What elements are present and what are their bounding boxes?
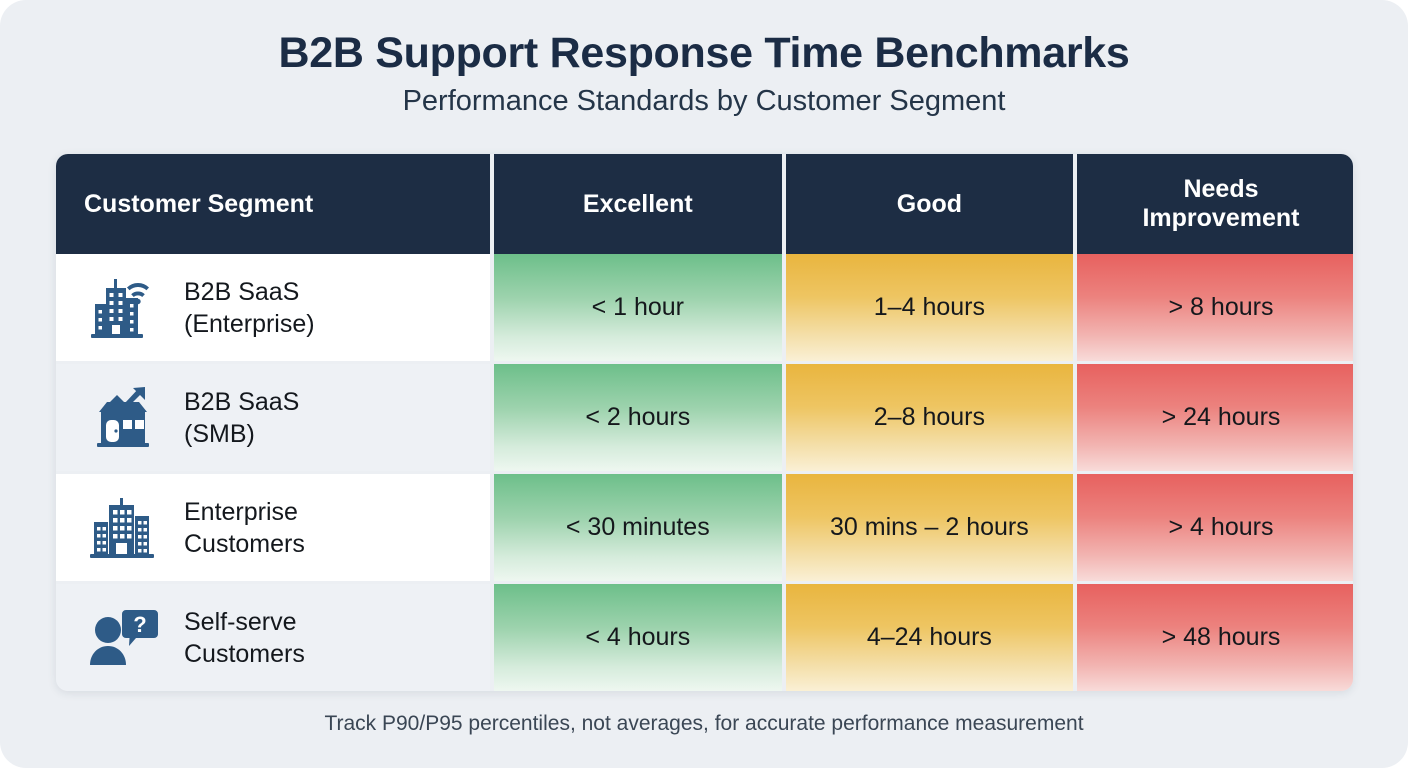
cell-good: 4–24 hours: [785, 584, 1074, 691]
segment-label-line2: Customers: [184, 639, 305, 668]
cell-good: 2–8 hours: [785, 364, 1074, 471]
segment-cell: B2B SaaS (Enterprise): [56, 254, 490, 361]
segment-label-line2: Customers: [184, 529, 305, 558]
segment-label: Enterprise Customers: [166, 496, 305, 560]
column-header-needs-line1: Needs: [1183, 175, 1259, 203]
cell-good: 30 mins – 2 hours: [785, 474, 1074, 581]
cell-needs-improvement: > 48 hours: [1077, 584, 1353, 691]
segment-label: B2B SaaS (SMB): [166, 386, 299, 450]
benchmarks-table: Customer Segment Excellent Good Needs Im…: [56, 154, 1353, 691]
office-building-wifi-icon: [80, 269, 166, 347]
segment-label-line1: Enterprise: [184, 497, 298, 526]
segment-label-line1: B2B SaaS: [184, 387, 300, 416]
segment-label: B2B SaaS (Enterprise): [166, 276, 315, 340]
segment-cell: ? Self-serve Customers: [56, 584, 490, 691]
column-header-needs-line2: Improvement: [1142, 204, 1300, 232]
segment-label-line2: (Enterprise): [184, 309, 315, 338]
segment-label-line1: Self-serve: [184, 607, 297, 636]
segment-label: Self-serve Customers: [166, 606, 305, 670]
column-header-needs-improvement: Needs Improvement: [1077, 154, 1353, 254]
cell-excellent: < 2 hours: [494, 364, 782, 471]
title-block: B2B Support Response Time Benchmarks Per…: [0, 30, 1408, 118]
cell-excellent: < 4 hours: [494, 584, 782, 691]
segment-label-line1: B2B SaaS: [184, 277, 300, 306]
table-row: B2B SaaS (SMB) < 2 hours 2–8 hours > 24 …: [56, 361, 1353, 471]
cell-needs-improvement: > 8 hours: [1077, 254, 1353, 361]
segment-cell: Enterprise Customers: [56, 474, 490, 581]
storefront-growth-icon: [80, 379, 166, 457]
segment-cell: B2B SaaS (SMB): [56, 364, 490, 471]
person-question-icon: ?: [80, 599, 166, 677]
column-header-segment-label: Customer Segment: [84, 189, 314, 218]
table-header-row: Customer Segment Excellent Good Needs Im…: [56, 154, 1353, 254]
column-header-good-label: Good: [896, 189, 963, 218]
cell-excellent: < 30 minutes: [494, 474, 782, 581]
page-subtitle: Performance Standards by Customer Segmen…: [402, 85, 1006, 118]
column-header-good: Good: [785, 154, 1074, 254]
page-title: B2B Support Response Time Benchmarks: [278, 29, 1130, 77]
table-row: B2B SaaS (Enterprise) < 1 hour 1–4 hours…: [56, 254, 1353, 361]
cell-good: 1–4 hours: [785, 254, 1074, 361]
cell-excellent: < 1 hour: [494, 254, 782, 361]
column-header-excellent: Excellent: [494, 154, 782, 254]
column-header-excellent-label: Excellent: [582, 189, 693, 218]
table-row: Enterprise Customers < 30 minutes 30 min…: [56, 471, 1353, 581]
svg-text:?: ?: [133, 612, 146, 637]
cell-needs-improvement: > 4 hours: [1077, 474, 1353, 581]
city-buildings-icon: [80, 489, 166, 567]
segment-label-line2: (SMB): [184, 419, 255, 448]
cell-needs-improvement: > 24 hours: [1077, 364, 1353, 471]
footer-note: Track P90/P95 percentiles, not averages,…: [324, 712, 1084, 735]
table-row: ? Self-serve Customers < 4 hours 4–24 ho…: [56, 581, 1353, 691]
column-header-segment: Customer Segment: [56, 154, 490, 254]
